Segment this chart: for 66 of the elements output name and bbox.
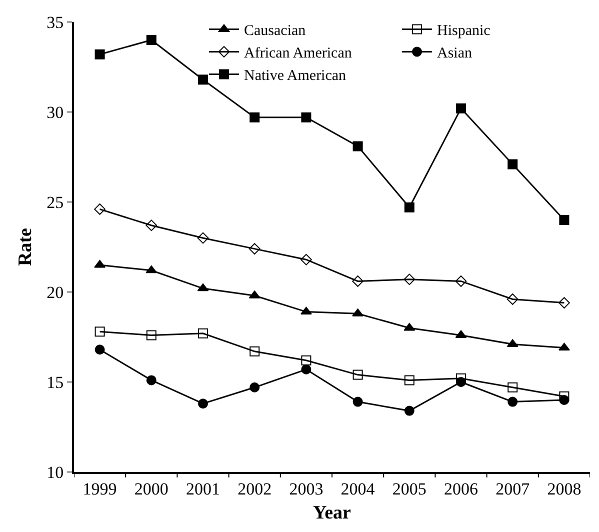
point: [559, 215, 570, 225]
y-tick-label: 35: [46, 12, 64, 32]
point: [301, 112, 312, 122]
point: [404, 406, 414, 416]
y-tick-label: 15: [46, 372, 64, 392]
x-tick-label: 2005: [392, 479, 426, 498]
point: [146, 330, 156, 340]
point: [146, 220, 158, 232]
x-tick-label: 2004: [340, 479, 376, 498]
x-tick-label: 2002: [238, 479, 272, 498]
point: [404, 375, 414, 386]
point: [352, 141, 363, 152]
point: [146, 265, 158, 274]
point: [146, 375, 156, 386]
point: [250, 346, 260, 356]
x-tick-label: 2008: [547, 479, 582, 498]
point: [352, 396, 363, 407]
point: [94, 344, 105, 355]
x-axis-title: Year: [313, 502, 352, 524]
x-tick-label: 2001: [186, 479, 220, 498]
y-tick-label: 20: [46, 282, 64, 302]
point: [558, 297, 570, 308]
legend-label: Causacian: [244, 23, 306, 40]
y-axis-title: Rate: [14, 228, 36, 266]
y-tick-label: 30: [46, 102, 64, 122]
legend-label: Native American: [244, 68, 347, 84]
x-tick-label: 2000: [134, 479, 168, 498]
point: [456, 103, 466, 114]
point: [559, 395, 570, 405]
point: [508, 396, 518, 407]
point: [94, 326, 105, 337]
point: [94, 49, 105, 60]
legend-label: African American: [244, 46, 352, 62]
point: [558, 342, 570, 351]
point: [506, 294, 518, 305]
point: [248, 243, 260, 254]
point: [198, 74, 208, 85]
point: [508, 159, 518, 170]
point: [146, 35, 156, 45]
point: [300, 306, 312, 315]
x-tick-label: 1999: [82, 479, 117, 498]
x-tick-label: 2003: [289, 479, 324, 498]
point: [456, 377, 466, 387]
legend-label: Hispanic: [437, 23, 491, 40]
point: [404, 202, 414, 212]
point: [250, 382, 260, 392]
point: [197, 283, 209, 292]
point: [455, 276, 467, 287]
legend-label: Asian: [437, 46, 472, 62]
point: [300, 254, 312, 266]
point: [404, 274, 416, 286]
point: [250, 112, 260, 122]
point: [94, 204, 106, 215]
point: [301, 364, 312, 374]
point: [352, 370, 363, 380]
point: [301, 355, 312, 366]
point: [197, 232, 209, 244]
point: [508, 382, 518, 392]
y-tick-label: 10: [46, 462, 64, 482]
x-tick-label: 2006: [444, 479, 478, 498]
point: [352, 276, 364, 287]
point: [198, 398, 208, 409]
x-tick-label: 2007: [496, 479, 530, 498]
y-tick-label: 25: [46, 192, 64, 212]
point: [198, 328, 208, 338]
point: [559, 391, 570, 402]
